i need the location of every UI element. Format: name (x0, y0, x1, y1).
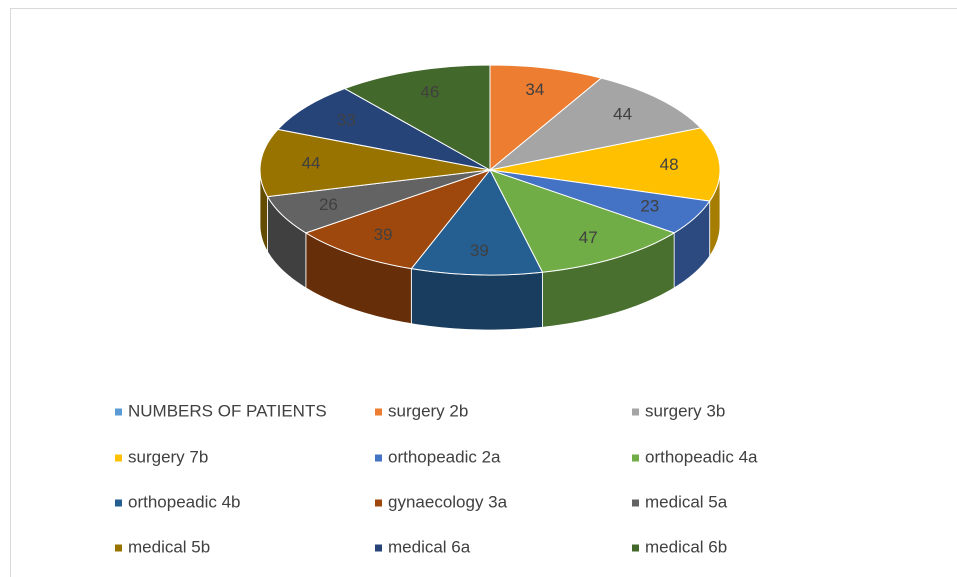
legend-marker (115, 454, 122, 462)
pie-slice (304, 168, 492, 270)
data-label: 34 (525, 80, 544, 99)
data-label: 44 (613, 104, 632, 123)
data-label: 47 (579, 228, 598, 247)
pie-slice (276, 88, 491, 171)
pie-side (410, 268, 543, 331)
legend-marker (115, 499, 122, 507)
legend-marker (115, 544, 122, 552)
legend-label: gynaecology 3a (388, 492, 508, 511)
legend-label: NUMBERS OF PATIENTS (128, 401, 327, 420)
legend-label: orthopeadic 2a (388, 447, 501, 466)
pie-slice (259, 128, 491, 198)
data-label: 33 (337, 110, 356, 129)
legend-marker (375, 499, 382, 507)
data-label: 48 (660, 155, 679, 174)
pie-slice (410, 169, 544, 276)
legend-label: surgery 3b (645, 401, 725, 420)
data-label: 39 (470, 241, 489, 260)
legend-label: medical 6a (388, 537, 471, 556)
pie-slice (343, 64, 491, 171)
legend-label: medical 5a (645, 492, 728, 511)
legend-label: medical 5b (128, 537, 210, 556)
legend-marker (115, 408, 122, 416)
legend-label: surgery 2b (388, 401, 468, 420)
legend-marker (632, 454, 639, 462)
legend-label: medical 6b (645, 537, 727, 556)
legend-label: surgery 7b (128, 447, 208, 466)
legend-marker (375, 544, 382, 552)
data-label: 23 (640, 197, 659, 216)
legend-label: orthopeadic 4b (128, 492, 240, 511)
pie-slice (489, 64, 603, 172)
legend-marker (375, 454, 382, 462)
legend-marker (632, 544, 639, 552)
data-label: 46 (420, 82, 439, 101)
data-label: 26 (319, 195, 338, 214)
legend-marker (632, 408, 639, 416)
chart-border (10, 8, 957, 577)
data-label: 44 (302, 154, 321, 173)
legend-marker (632, 499, 639, 507)
legend-label: orthopeadic 4a (645, 447, 758, 466)
pie-slice (489, 127, 721, 202)
data-label: 39 (374, 225, 393, 244)
legend-marker (375, 408, 382, 416)
pie-slice (488, 169, 676, 273)
pie-slice (489, 77, 702, 171)
